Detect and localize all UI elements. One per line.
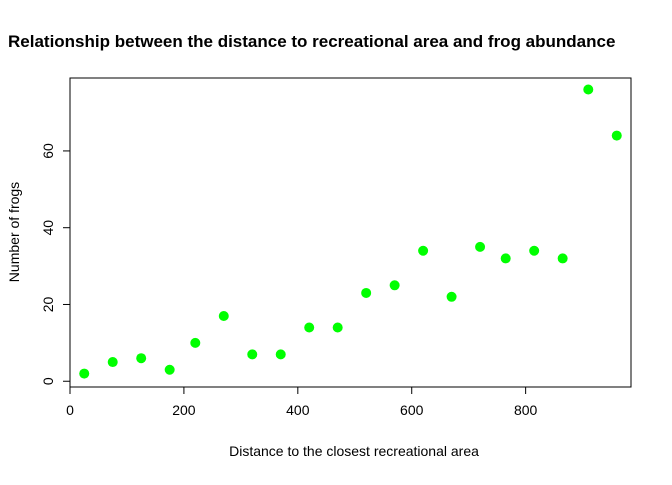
data-point [583, 84, 594, 95]
y-tick-label: 0 [40, 377, 56, 385]
plot-frame [69, 77, 632, 388]
data-point [475, 241, 486, 252]
data-point [107, 357, 118, 368]
y-tick-label: 20 [40, 296, 56, 312]
x-tick-label: 200 [172, 402, 196, 418]
data-point [304, 322, 315, 333]
data-point [190, 337, 201, 348]
data-point [418, 245, 429, 256]
data-point [500, 253, 511, 264]
x-axis: 0 200 400 600 800 [66, 386, 538, 418]
data-point [611, 130, 622, 141]
data-point [557, 253, 568, 264]
y-tick-label: 60 [40, 143, 56, 159]
data-point [164, 364, 175, 375]
data-point [529, 245, 540, 256]
y-tick-label: 40 [40, 220, 56, 236]
y-axis-label: Number of frogs [6, 182, 22, 282]
x-tick-label: 800 [514, 402, 538, 418]
chart-title: Relationship between the distance to rec… [8, 32, 615, 51]
data-point [446, 291, 457, 302]
data-point [332, 322, 343, 333]
data-point [275, 349, 286, 360]
data-point [247, 349, 258, 360]
data-point [79, 368, 90, 379]
x-tick-label: 400 [286, 402, 310, 418]
data-points [79, 84, 622, 379]
x-tick-label: 0 [66, 402, 74, 418]
data-point [389, 280, 400, 291]
y-axis: 0 20 40 60 [40, 143, 71, 385]
data-point [218, 310, 229, 321]
x-axis-label: Distance to the closest recreational are… [229, 443, 479, 459]
data-point [361, 287, 372, 298]
data-point [136, 353, 147, 364]
x-tick-label: 600 [400, 402, 424, 418]
